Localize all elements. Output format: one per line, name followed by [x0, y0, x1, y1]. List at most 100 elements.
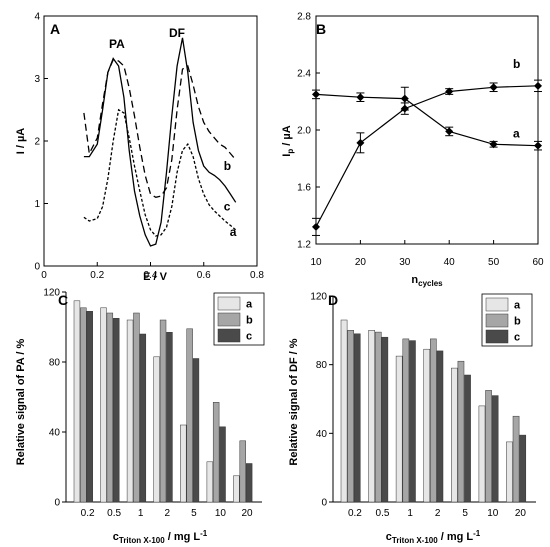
panel-c-bar-b — [212, 402, 220, 503]
panel-c-bar-c — [139, 333, 147, 503]
panel-d-category-label: 10 — [487, 508, 499, 519]
panel-c-category-label: 2 — [165, 508, 171, 519]
panel-c-ylabel: Relative signal of PA / % — [15, 339, 27, 466]
panel-c-ytick-label: 0 — [54, 498, 60, 509]
panel-c-bar-a — [73, 300, 81, 503]
panel-d-bar-b — [374, 331, 382, 503]
panel-c-bar-a — [126, 319, 134, 503]
panel-c-bar-a — [206, 461, 214, 503]
panel-a-xtick-label: 0.4 — [144, 270, 158, 281]
panel-c-bar-b — [186, 328, 193, 503]
panel-d-legend-swatch-c — [485, 329, 509, 344]
panel-c-bar-c — [113, 318, 120, 503]
panel-d-category-label: 0.5 — [376, 508, 390, 519]
panel-c-category-label: 0.2 — [81, 508, 95, 519]
panel-c-bar-c — [219, 426, 226, 503]
panel-d-ytick-label: 120 — [310, 292, 327, 303]
panel-d: D Relative signal of DF / % cTriton X-10… — [288, 292, 536, 545]
panel-c-category-label: 10 — [215, 508, 227, 519]
panel-a-xtick-label: 0.2 — [90, 270, 104, 281]
panel-b-series-a-point — [445, 127, 454, 136]
panel-c-legend-label-b: b — [246, 315, 253, 327]
panel-b-series-b-point — [356, 138, 365, 147]
panel-b-xtick-label: 40 — [444, 257, 456, 268]
panel-d-bar-a — [451, 367, 458, 503]
panel-a-ytick-label: 0 — [34, 262, 40, 273]
panel-a-series-c-line — [83, 37, 237, 247]
panel-d-ytick-label: 0 — [321, 498, 327, 509]
panel-a-ytick-label: 3 — [34, 74, 40, 85]
panel-b-ytick-label: 2.8 — [297, 12, 311, 23]
panel-a-xtick-label: 0.6 — [197, 270, 211, 281]
panel-b-ylabel: Ip / µA — [281, 125, 295, 156]
panel-c-bar-c — [86, 311, 93, 503]
panel-c-bar-a — [180, 424, 187, 503]
panel-a: A PA DF E / V I / µA 0 0.2 0.4 0.6 0.8 0 1 2 3 4 a… — [15, 12, 264, 284]
panel-c-legend-swatch-a — [217, 296, 241, 311]
panel-d-bar-c — [491, 395, 499, 503]
panel-b: B ncycles Ip / µA 10 20 30 40 50 60 1.2 1.6 2.0 2… — [281, 12, 544, 289]
panel-d-bar-c — [353, 333, 361, 503]
panel-c-category-label: 0.5 — [107, 508, 121, 519]
panel-d-legend-swatch-a — [485, 297, 509, 312]
panel-a-ylabel: I / µA — [15, 128, 27, 155]
panel-b-series-b-point — [489, 83, 498, 92]
panel-b-xtick-label: 10 — [310, 257, 322, 268]
panel-d-bar-b — [485, 390, 492, 503]
panel-d-ylabel: Relative signal of DF / % — [288, 338, 300, 465]
panel-b-series-b-point — [445, 87, 454, 96]
panel-d-legend-swatch-b — [485, 313, 509, 328]
panel-c: C Relative signal of PA / % cTriton X-10… — [15, 288, 265, 545]
panel-b-series-b-point — [400, 104, 409, 113]
panel-b-frame — [315, 15, 539, 245]
panel-b-ytick-label: 1.2 — [297, 240, 311, 251]
panel-d-bar-a — [340, 319, 348, 503]
panel-a-xtick-label: 0.8 — [250, 270, 264, 281]
panel-d-category-label: 20 — [515, 508, 527, 519]
panel-b-series-a-point — [356, 93, 365, 102]
panel-b-series-a-label: a — [513, 127, 520, 141]
panel-b-series-b-label: b — [513, 57, 520, 71]
panel-b-xlabel: ncycles — [411, 274, 443, 288]
panel-a-series-a-label: a — [230, 225, 237, 239]
panel-a-xlabel: E / V — [143, 271, 168, 283]
panel-d-bar-b — [402, 338, 410, 503]
panel-c-category-label: 1 — [138, 508, 144, 519]
panel-d-bar-a — [395, 355, 403, 503]
panel-a-ytick-label: 4 — [34, 12, 40, 23]
panel-c-legend-swatch-b — [217, 312, 241, 327]
panel-d-legend-label-b: b — [514, 316, 521, 328]
panel-d-bar-a — [478, 405, 486, 503]
panel-c-bar-a — [233, 475, 240, 503]
panel-a-xtick-label: 0 — [41, 270, 47, 281]
panel-c-bar-c — [245, 463, 253, 503]
panel-b-ytick-label: 2.4 — [297, 69, 311, 80]
panel-b-label: B — [316, 21, 326, 37]
peak-label-pa: PA — [109, 37, 125, 51]
panel-d-bar-b — [512, 415, 520, 503]
panel-c-bar-b — [80, 307, 87, 503]
panel-c-bar-a — [100, 307, 107, 503]
panel-c-bar-b — [159, 319, 167, 503]
panel-b-series-b-point — [534, 81, 542, 90]
panel-c-bar-b — [106, 312, 114, 503]
panel-a-ytick-label: 2 — [34, 137, 40, 148]
panel-b-xtick-label: 20 — [355, 257, 367, 268]
panel-c-label: C — [58, 292, 68, 308]
panel-a-series-c-label: c — [224, 199, 231, 213]
panel-d-legend-label-c: c — [514, 332, 520, 344]
panel-b-series-b-point — [312, 222, 320, 231]
panel-d-category-label: 0.2 — [348, 508, 362, 519]
panel-d-bar-c — [519, 434, 527, 503]
panel-b-xtick-label: 30 — [399, 257, 411, 268]
panel-b-series-a-point — [534, 141, 542, 150]
panel-c-ytick-label: 40 — [49, 428, 61, 439]
panel-a-ytick-label: 1 — [34, 199, 40, 210]
panel-d-ytick-label: 40 — [316, 429, 328, 440]
panel-b-xtick-label: 60 — [532, 257, 544, 268]
panel-b-series-a-point — [312, 90, 320, 99]
panel-c-bar-a — [153, 356, 160, 503]
panel-b-ytick-label: 2.0 — [297, 126, 311, 137]
panel-a-label: A — [50, 21, 60, 37]
